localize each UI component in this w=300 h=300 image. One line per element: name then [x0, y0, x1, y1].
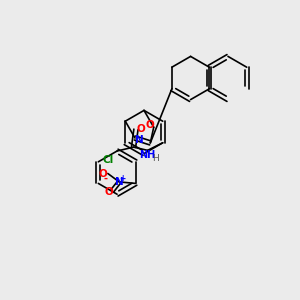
Text: O: O [146, 120, 154, 130]
Text: O: O [137, 124, 146, 134]
Text: NH: NH [140, 150, 156, 160]
Text: O: O [105, 187, 113, 197]
Text: N: N [115, 177, 124, 187]
Text: N: N [134, 134, 143, 145]
Text: +: + [120, 174, 126, 183]
Text: O: O [99, 169, 107, 178]
Text: Cl: Cl [102, 155, 114, 165]
Text: H: H [153, 154, 159, 163]
Text: -: - [103, 174, 107, 184]
